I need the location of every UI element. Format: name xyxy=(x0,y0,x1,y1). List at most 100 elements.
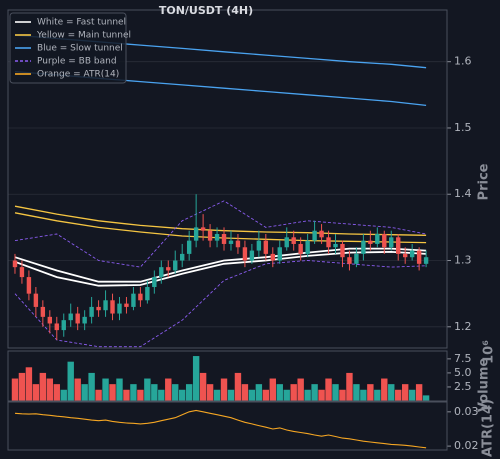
chart-title: TON/USDT (4H) xyxy=(159,4,253,17)
volume-bar xyxy=(227,389,235,401)
candle-body xyxy=(124,303,129,307)
volume-bar xyxy=(192,356,200,401)
volume-bar xyxy=(276,384,283,401)
volume-bar xyxy=(39,372,47,401)
candle-body xyxy=(12,260,18,268)
y-tick-label: 5.0 xyxy=(454,366,472,379)
volume-bar xyxy=(18,372,26,401)
volume-bar xyxy=(408,389,416,401)
legend-label: Orange = ATR(14) xyxy=(37,70,119,80)
candle-body xyxy=(152,277,157,288)
volume-bar xyxy=(179,389,186,401)
volume-bar xyxy=(60,389,67,401)
volume-bar xyxy=(360,389,367,401)
volume-bar xyxy=(74,378,81,401)
volume-bar xyxy=(290,384,297,401)
legend-box xyxy=(9,12,127,84)
volume-bar xyxy=(199,372,207,401)
y-tick-label: 1.5 xyxy=(454,121,472,134)
candle-body xyxy=(214,234,220,241)
legend-label: Yellow = Main tunnel xyxy=(36,31,131,41)
candle-body xyxy=(319,230,324,238)
candle-body xyxy=(138,293,143,301)
candle-body xyxy=(166,267,171,271)
volume-bar xyxy=(374,389,381,401)
volume-bar xyxy=(151,384,158,401)
candle-body xyxy=(256,240,262,251)
volume-bar xyxy=(353,384,360,401)
candle-body xyxy=(110,300,115,314)
candle-body xyxy=(375,234,380,244)
atr-line xyxy=(14,409,427,449)
candle-body xyxy=(242,247,248,261)
candle-body xyxy=(235,240,241,248)
candle-body xyxy=(61,320,66,331)
band-line xyxy=(14,200,427,268)
volume-bar xyxy=(332,384,339,401)
candle-body xyxy=(249,250,255,261)
candle-body xyxy=(54,323,59,331)
candle-body xyxy=(82,316,87,324)
volume-bar xyxy=(339,389,346,401)
candle-body xyxy=(180,253,185,261)
legend-label: White = Fast tunnel xyxy=(37,18,126,28)
volume-bar xyxy=(262,389,270,401)
volume-bar xyxy=(53,384,60,401)
price-frame xyxy=(7,9,448,349)
y-tick-label: 1.4 xyxy=(454,187,472,200)
candle-body xyxy=(416,250,422,264)
volume-offset-label: 10⁶ xyxy=(482,340,497,364)
volume-bar xyxy=(388,384,395,401)
volume-bar xyxy=(116,378,123,401)
volume-bar xyxy=(172,384,179,401)
volume-bar xyxy=(123,389,130,401)
candle-body xyxy=(193,227,199,241)
volume-bar xyxy=(311,384,318,401)
legend-label: Purple = BB band xyxy=(37,57,117,67)
candle-body xyxy=(298,243,303,254)
candle-body xyxy=(75,313,80,324)
candle-body xyxy=(131,293,136,307)
candle-body xyxy=(103,300,108,311)
candle-body xyxy=(159,267,164,278)
candle-body xyxy=(19,267,25,278)
volume-bar xyxy=(304,389,311,401)
candle-body xyxy=(277,247,282,261)
y-tick-label: 1.6 xyxy=(454,55,472,68)
candle-body xyxy=(40,306,46,317)
y-tick-label: 0.03 xyxy=(454,405,479,418)
candle-body xyxy=(186,240,192,254)
volume-bar xyxy=(318,389,325,401)
candle-body xyxy=(26,277,32,294)
candle-body xyxy=(89,306,94,317)
candle-body xyxy=(291,237,296,244)
legend: White = Fast tunnel Yellow = Main tunnel B… xyxy=(9,12,131,84)
candle-body xyxy=(312,230,317,241)
candle-body xyxy=(117,303,122,314)
volume-bar xyxy=(325,378,332,401)
atr-frame xyxy=(7,401,448,451)
volume-bar xyxy=(130,384,137,401)
price-axis-label: Price xyxy=(477,163,492,200)
volume-bar xyxy=(32,384,40,401)
y-tick-label: 7.5 xyxy=(454,352,472,365)
volume-bar xyxy=(88,372,95,401)
candle-body xyxy=(347,257,352,264)
candle-body xyxy=(354,253,359,264)
candle-body xyxy=(409,250,415,258)
volume-axis-label: Volume xyxy=(477,358,492,413)
volume-bar xyxy=(297,378,304,401)
volume-bar xyxy=(67,361,74,401)
volume-bar xyxy=(255,384,263,401)
candle-body xyxy=(96,306,101,311)
volume-bar xyxy=(248,389,256,401)
volume-bar xyxy=(25,367,33,401)
y-tick-label: 1.2 xyxy=(454,320,472,333)
candle-body xyxy=(207,230,213,241)
volume-bar xyxy=(395,389,402,401)
volume-bar xyxy=(241,384,249,401)
volume-bar xyxy=(95,389,102,401)
candle-body xyxy=(68,313,73,321)
